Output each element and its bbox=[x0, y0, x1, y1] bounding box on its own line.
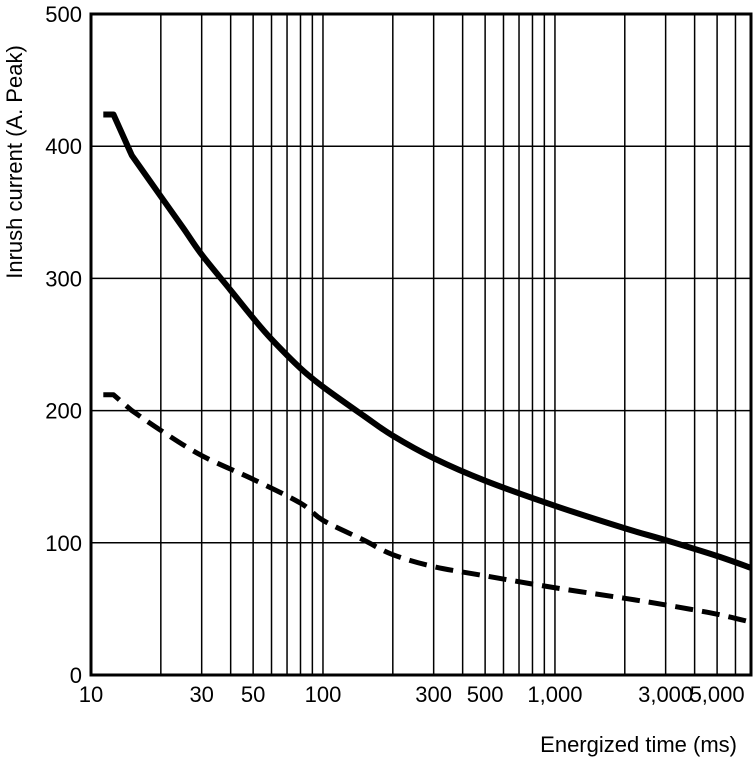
plot-frame bbox=[89, 12, 753, 677]
y-tick-label: 500 bbox=[45, 2, 82, 27]
x-axis-label: Energized time (ms) bbox=[540, 732, 737, 757]
y-tick-label: 300 bbox=[45, 266, 82, 291]
y-tick-label: 0 bbox=[70, 663, 82, 688]
x-tick-label: 30 bbox=[189, 682, 213, 707]
x-tick-label: 1,000 bbox=[527, 682, 582, 707]
x-tick-label: 3,000 bbox=[638, 682, 693, 707]
x-tick-label: 500 bbox=[467, 682, 504, 707]
y-axis-label: Inrush current (A. Peak) bbox=[2, 45, 27, 279]
solid-series-line bbox=[103, 111, 752, 571]
y-tick-label: 400 bbox=[45, 134, 82, 159]
x-tick-label: 100 bbox=[305, 682, 342, 707]
x-tick-label: 300 bbox=[415, 682, 452, 707]
dashed-series-line bbox=[103, 392, 752, 625]
y-tick-label: 100 bbox=[45, 531, 82, 556]
y-tick-label: 200 bbox=[45, 399, 82, 424]
x-tick-label: 50 bbox=[241, 682, 265, 707]
x-tick-label: 5,000 bbox=[690, 682, 745, 707]
x-tick-label: 10 bbox=[79, 682, 103, 707]
gridlines bbox=[91, 14, 751, 675]
series-group bbox=[103, 111, 752, 625]
